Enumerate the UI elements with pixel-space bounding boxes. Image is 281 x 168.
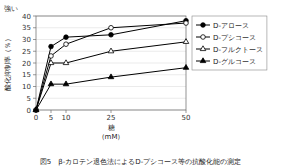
caption: 図5 β-カロテン退色法によるD-プシコース等の抗酸化能の測定: [40, 158, 241, 166]
point: [33, 107, 39, 112]
x-tick-label: 10: [62, 114, 71, 122]
y-tick-label: 30: [22, 36, 31, 44]
series-line: [36, 23, 186, 110]
point: [49, 54, 54, 59]
x-tick-label: 25: [107, 114, 116, 122]
plot-frame: [36, 16, 186, 110]
y-tick-label: 20: [22, 60, 31, 68]
point: [63, 60, 69, 65]
legend-frame: [192, 16, 267, 70]
point: [183, 65, 189, 70]
x-tick-label: 0: [34, 114, 38, 122]
point: [184, 21, 189, 26]
point: [109, 25, 114, 30]
point: [64, 42, 69, 47]
point: [183, 39, 189, 44]
series-line: [36, 42, 186, 110]
grid-line: [36, 86, 186, 87]
legend-label: D-フルクトース: [213, 46, 263, 54]
y-tick-label: 10: [22, 83, 31, 91]
legend-label: D-プシコース: [213, 34, 256, 42]
y-tick-label: 5: [27, 95, 31, 103]
legend-swatch-marker: [201, 23, 206, 28]
point: [108, 74, 114, 79]
legend-swatch-marker: [200, 46, 206, 51]
grid-line: [36, 98, 186, 99]
y-tick: [33, 63, 36, 64]
y-tick: [33, 86, 36, 87]
y-tick: [33, 98, 36, 99]
y-tick-label: 40: [22, 13, 31, 21]
point: [64, 35, 69, 40]
y-tick: [33, 51, 36, 52]
x-axis-label: 糖: [108, 124, 115, 132]
x-tick: [66, 110, 67, 113]
grid-line: [36, 39, 186, 40]
point: [33, 107, 39, 112]
point: [48, 60, 54, 65]
point: [34, 108, 39, 113]
y-tick: [33, 27, 36, 28]
y-tick-label: 35: [22, 24, 31, 32]
y-tick: [33, 74, 36, 75]
y-tick: [33, 16, 36, 17]
x-tick: [186, 110, 187, 113]
point: [49, 44, 54, 49]
point: [63, 81, 69, 86]
legend-swatch-marker: [200, 58, 206, 63]
legend-label: D-グルコース: [213, 58, 256, 66]
legend-label: D-アロース: [213, 22, 249, 30]
x-tick: [51, 110, 52, 113]
y-axis-label: 酸化抑制率（％）: [4, 35, 12, 91]
y-tick-label: 15: [22, 71, 31, 79]
x-tick-label: 5: [49, 114, 53, 122]
point: [48, 81, 54, 86]
chart: 0 5 10 15 20 25 30 35 40 0 5 10 25 50 酸化抑制率（％） 強い糖（mM） 図…: [0, 0, 281, 168]
legend-swatch-marker: [201, 35, 206, 40]
point: [109, 33, 114, 38]
y-tick-label: 25: [22, 48, 31, 56]
y-tick: [33, 39, 36, 40]
x-axis-label: （mM）: [98, 133, 125, 141]
annotation: 強い: [4, 5, 18, 13]
x-tick: [111, 110, 112, 113]
point: [108, 48, 114, 53]
y-tick-label: 0: [27, 107, 31, 115]
point: [34, 108, 39, 113]
series-line: [36, 68, 186, 110]
plot-area: [33, 18, 189, 112]
legend: D-アロース D-プシコース D-フルクトース D-グルコース: [192, 16, 267, 70]
x-tick-label: 50: [182, 114, 191, 122]
series-line: [36, 21, 186, 110]
